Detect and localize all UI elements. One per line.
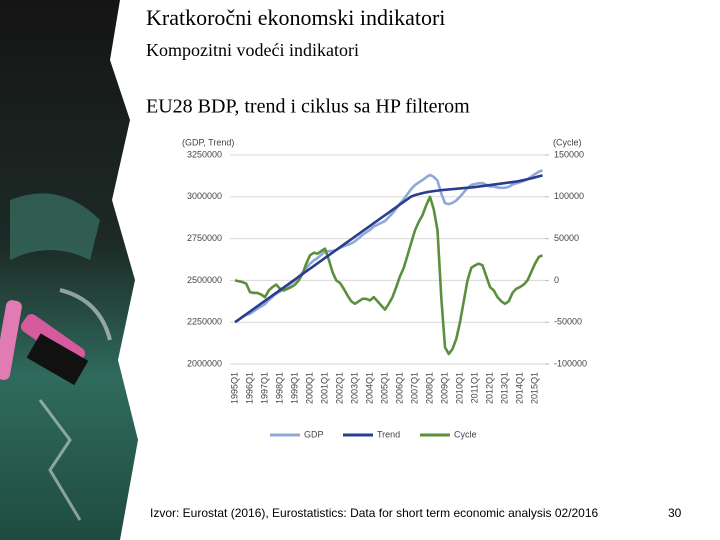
x-tick-label: 1999Q1 xyxy=(289,372,299,404)
x-tick-label: 2010Q1 xyxy=(454,372,464,404)
x-tick-label: 2009Q1 xyxy=(439,372,449,404)
slide-subtitle: Kompozitni vodeći indikatori xyxy=(146,40,359,60)
y-tick-label: 3000000 xyxy=(187,191,222,201)
legend-label: GDP xyxy=(304,429,324,439)
chalkboard-decoration xyxy=(0,0,138,540)
y2-tick-label: -100000 xyxy=(554,358,587,368)
series-line xyxy=(234,195,544,356)
x-tick-label: 1996Q1 xyxy=(244,372,254,404)
chart-title: EU28 BDP, trend i ciklus sa HP filterom xyxy=(146,96,470,118)
x-tick-label: 2008Q1 xyxy=(424,372,434,404)
x-tick-label: 2006Q1 xyxy=(394,372,404,404)
legend-label: Cycle xyxy=(454,429,477,439)
x-tick-label: 2002Q1 xyxy=(334,372,344,404)
x-tick-label: 1995Q1 xyxy=(229,372,239,404)
legend-label: Trend xyxy=(377,429,400,439)
page-number: 30 xyxy=(668,506,682,520)
y-tick-label: 2000000 xyxy=(187,358,222,368)
y-tick-label: 2500000 xyxy=(187,275,222,285)
source-note: Izvor: Eurostat (2016), Eurostatistics: … xyxy=(150,506,599,520)
x-tick-label: 2003Q1 xyxy=(349,372,359,404)
x-tick-label: 2014Q1 xyxy=(514,372,524,404)
y-tick-label: 2750000 xyxy=(187,233,222,243)
y2-tick-label: 100000 xyxy=(554,191,584,201)
y2-tick-label: 150000 xyxy=(554,149,584,159)
series-line xyxy=(234,169,543,324)
x-tick-label: 2005Q1 xyxy=(379,372,389,404)
series-line xyxy=(234,174,543,324)
y2-tick-label: 0 xyxy=(554,275,559,285)
x-tick-label: 2011Q1 xyxy=(469,372,479,403)
x-tick-label: 2000Q1 xyxy=(304,372,314,404)
y2-axis-label: (Cycle) xyxy=(553,137,582,147)
y-tick-label: 3250000 xyxy=(187,149,222,159)
x-tick-label: 1998Q1 xyxy=(274,372,284,404)
slide-title: Kratkoročni ekonomski indikatori xyxy=(146,5,445,30)
y2-tick-label: -50000 xyxy=(554,317,582,327)
y2-tick-label: 50000 xyxy=(554,233,579,243)
x-tick-label: 2015Q1 xyxy=(529,372,539,404)
x-tick-label: 2004Q1 xyxy=(364,372,374,404)
x-tick-label: 1997Q1 xyxy=(259,372,269,404)
y-tick-label: 2250000 xyxy=(187,317,222,327)
x-tick-label: 2007Q1 xyxy=(409,372,419,404)
x-tick-label: 2001Q1 xyxy=(319,372,329,404)
y-axis-label: (GDP, Trend) xyxy=(182,137,234,147)
x-tick-label: 2013Q1 xyxy=(499,372,509,404)
x-tick-label: 2012Q1 xyxy=(484,372,494,404)
